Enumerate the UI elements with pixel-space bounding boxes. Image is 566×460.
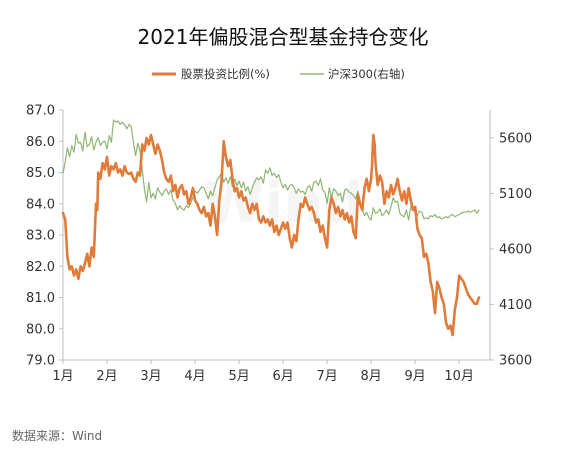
left-tick-label: 81.0 (26, 291, 55, 306)
right-tick-label: 5600 (499, 131, 532, 146)
left-tick-label: 79.0 (26, 354, 55, 369)
left-y-ticks: 87.0 86.0 85.0 84.0 83.0 82.0 81.0 80.0 79.0 (26, 104, 63, 369)
source-note: 数据来源：Wind (12, 428, 102, 443)
left-tick-label: 84.0 (26, 197, 55, 212)
right-y-ticks: 5600 5100 4600 4100 3600 (490, 131, 532, 369)
x-ticks: 1月 2月 3月 4月 5月 6月 7月 8月 9月 10月 (52, 360, 474, 384)
x-tick-label: 4月 (184, 369, 205, 384)
plot-area (61, 119, 481, 337)
left-tick-label: 82.0 (26, 260, 55, 275)
right-tick-label: 3600 (499, 354, 532, 369)
left-tick-label: 85.0 (26, 166, 55, 181)
right-tick-label: 4100 (499, 298, 532, 313)
right-tick-label: 4600 (499, 242, 532, 257)
x-tick-label: 7月 (316, 369, 337, 384)
x-tick-label: 9月 (405, 369, 426, 384)
chart-title: 2021年偏股混合型基金持仓变化 (138, 25, 429, 49)
right-tick-label: 5100 (499, 187, 532, 202)
x-tick-label: 1月 (52, 369, 73, 384)
x-tick-label: 3月 (140, 369, 161, 384)
x-tick-label: 10月 (444, 369, 474, 384)
legend-label-csi300: 沪深300(右轴) (328, 67, 405, 81)
series-line-csi300 (62, 119, 480, 221)
left-tick-label: 83.0 (26, 229, 55, 244)
legend: 股票投资比例(%) 沪深300(右轴) (152, 67, 405, 81)
x-tick-label: 8月 (361, 369, 382, 384)
left-tick-label: 86.0 (26, 135, 55, 150)
x-tick-label: 2月 (96, 369, 117, 384)
x-tick-label: 6月 (272, 369, 293, 384)
x-tick-label: 5月 (228, 369, 249, 384)
left-tick-label: 80.0 (26, 322, 55, 337)
left-tick-label: 87.0 (26, 104, 55, 119)
series-line-stock-ratio (61, 133, 481, 337)
legend-label-stock-ratio: 股票投资比例(%) (181, 67, 270, 81)
